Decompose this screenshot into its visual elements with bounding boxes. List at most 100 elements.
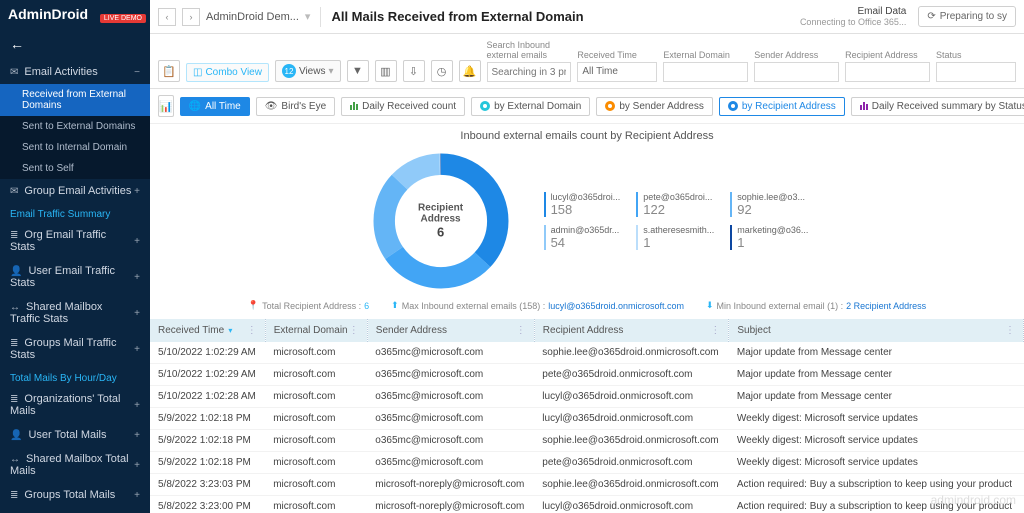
sidebar: AdminDroid LIVE DEMO ← ✉Email Activities… [0,0,150,513]
nav-child[interactable]: Sent to Internal Domain [0,137,150,158]
table-row[interactable]: 5/10/2022 1:02:28 AMmicrosoft.como365mc@… [150,386,1024,408]
nav-item[interactable]: 👤User Email Traffic Stats+ [0,259,150,295]
tab-all-time[interactable]: 🌐 All Time [180,97,250,116]
table-cell: microsoft.com [265,452,367,474]
table-header[interactable]: Received Time ▾ ⋮ [150,319,265,342]
tab-daily-count[interactable]: Daily Received count [341,97,465,116]
topbar: ‹ › AdminDroid Dem... ▾ All Mails Receiv… [150,0,1024,34]
views-button[interactable]: 12 Views ▾ [275,60,341,82]
page-title: All Mails Received from External Domain [331,9,583,24]
chart-toggle-icon[interactable]: 📊 [158,95,174,117]
nav-item[interactable]: ≣Groups Total Mails+ [0,483,150,507]
data-table-wrap: Received Time ▾ ⋮External Domain ⋮Sender… [150,319,1024,513]
table-header[interactable]: Sender Address ⋮ [367,319,534,342]
combo-view-button[interactable]: ◫ Combo View [186,63,269,82]
table-cell: lucyl@o365droid.onmicrosoft.com [534,386,729,408]
table-cell: o365mc@microsoft.com [367,386,534,408]
table-header[interactable]: External Domain ⋮ [265,319,367,342]
table-row[interactable]: 5/10/2022 1:02:29 AMmicrosoft.como365mc@… [150,364,1024,386]
nav-icon: ≣ [10,338,18,349]
table-cell: lucyl@o365droid.onmicrosoft.com [534,408,729,430]
filter-icon[interactable]: ▼ [347,60,369,82]
sync-button[interactable]: ⟳ Preparing to sy [918,6,1016,27]
alert-icon[interactable]: 🔔 [459,60,481,82]
tab-by-recipient[interactable]: by Recipient Address [719,97,845,116]
nav-item[interactable]: ✉Email Activities− [0,60,150,84]
expand-icon: + [134,490,140,501]
combo-icon: ◫ [193,67,202,78]
view-tabs: 📊 🌐 All Time 👁 Bird's Eye Daily Received… [150,89,1024,124]
legend-item: lucyl@o365droi... 158 [544,192,621,217]
table-row[interactable]: 5/10/2022 1:02:29 AMmicrosoft.como365mc@… [150,342,1024,364]
tab-birds-eye[interactable]: 👁 Bird's Eye [256,97,335,116]
legend-label: s.atheresesmith... [643,225,714,235]
stat-max: ⬆ Max Inbound external emails (158) : lu… [391,300,684,311]
clipboard-icon[interactable]: 📋 [158,60,180,82]
table-row[interactable]: 5/9/2022 1:02:18 PMmicrosoft.como365mc@m… [150,430,1024,452]
expand-icon: + [134,186,140,197]
legend-value: 1 [737,235,808,250]
legend-label: pete@o365droi... [643,192,714,202]
tab-by-domain[interactable]: by External Domain [471,97,590,116]
nav-icon: ≣ [10,490,18,501]
nav-item[interactable]: ≣Organizations' Total Mails+ [0,387,150,423]
breadcrumb[interactable]: AdminDroid Dem... [206,11,299,23]
eye-icon: 👁 [265,101,278,112]
table-cell: microsoft.com [265,496,367,513]
legend-item: sophie.lee@o3... 92 [730,192,808,217]
nav-item[interactable]: ↔Shared Mailbox Total Mails+ [0,447,150,483]
nav-icon: ↔ [10,302,20,313]
nav-item[interactable]: ≣Groups Mail Traffic Stats+ [0,331,150,367]
tab-daily-status[interactable]: Daily Received summary by Status [851,97,1024,116]
table-cell: Major update from Message center [729,342,1024,364]
columns-icon[interactable]: ▥ [375,60,397,82]
domain-select[interactable] [663,62,748,82]
nav-icon: ≣ [10,230,18,241]
table-header[interactable]: Recipient Address ⋮ [534,319,729,342]
table-cell: 5/8/2022 3:23:00 PM [150,496,265,513]
nav-item[interactable]: 👤User Total Mails+ [0,423,150,447]
location-icon: 📍 [248,300,259,311]
nav-section-header: Peak Period Analysis [0,507,150,513]
table-row[interactable]: 5/9/2022 1:02:18 PMmicrosoft.como365mc@m… [150,452,1024,474]
nav-item[interactable]: ✉Group Email Activities+ [0,179,150,203]
table-cell: o365mc@microsoft.com [367,430,534,452]
nav-child[interactable]: Sent to External Domains [0,116,150,137]
table-row[interactable]: 5/8/2022 3:23:03 PMmicrosoft.commicrosof… [150,474,1024,496]
brand-name: AdminDroid [8,6,88,22]
legend-item: admin@o365dr... 54 [544,225,621,250]
views-count-badge: 12 [282,64,296,78]
back-arrow-button[interactable]: ← [0,28,150,60]
nav-prev-button[interactable]: ‹ [158,8,176,26]
nav-child[interactable]: Sent to Self [0,158,150,179]
table-header[interactable]: Subject ⋮ [729,319,1024,342]
nav-item[interactable]: ≣Org Email Traffic Stats+ [0,223,150,259]
table-row[interactable]: 5/9/2022 1:02:18 PMmicrosoft.como365mc@m… [150,408,1024,430]
expand-icon: + [134,308,140,319]
sender-select[interactable] [754,62,839,82]
schedule-icon[interactable]: ◷ [431,60,453,82]
search-input[interactable] [487,62,572,82]
legend-item: marketing@o36... 1 [730,225,808,250]
export-icon[interactable]: ⇩ [403,60,425,82]
nav-icon: ↔ [10,454,20,465]
tab-by-sender[interactable]: by Sender Address [596,97,713,116]
table-cell: pete@o365droid.onmicrosoft.com [534,452,729,474]
recipient-select[interactable] [845,62,930,82]
table-row[interactable]: 5/8/2022 3:23:00 PMmicrosoft.commicrosof… [150,496,1024,513]
nav-item[interactable]: ↔Shared Mailbox Traffic Stats+ [0,295,150,331]
table-cell: Action required: Buy a subscription to k… [729,496,1024,513]
status-select[interactable] [936,62,1016,82]
time-select[interactable]: All Time [577,62,657,82]
legend-label: lucyl@o365droi... [551,192,621,202]
table-cell: microsoft-noreply@microsoft.com [367,474,534,496]
nav-next-button[interactable]: › [182,8,200,26]
table-cell: 5/10/2022 1:02:29 AM [150,364,265,386]
expand-icon: − [134,67,140,78]
nav-child[interactable]: Received from External Domains [0,84,150,116]
main-content: ‹ › AdminDroid Dem... ▾ All Mails Receiv… [150,0,1024,513]
table-cell: o365mc@microsoft.com [367,342,534,364]
legend-item: s.atheresesmith... 1 [636,225,714,250]
sync-icon: ⟳ [927,11,935,22]
recipient-label: Recipient Address [845,50,930,60]
